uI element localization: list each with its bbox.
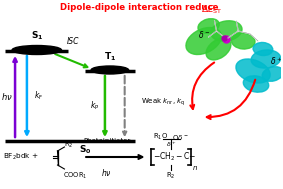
Text: $\delta^+$: $\delta^+$ bbox=[166, 141, 176, 149]
Ellipse shape bbox=[262, 67, 283, 81]
Ellipse shape bbox=[253, 43, 273, 56]
Ellipse shape bbox=[211, 21, 242, 41]
Text: $\delta^+$: $\delta^+$ bbox=[270, 55, 282, 67]
Text: COOR$_1$: COOR$_1$ bbox=[63, 171, 88, 181]
Ellipse shape bbox=[206, 38, 231, 60]
Text: $\mathbf{S_1}$: $\mathbf{S_1}$ bbox=[31, 29, 43, 42]
Text: $-$CH$_2-$C$-$: $-$CH$_2-$C$-$ bbox=[153, 151, 197, 163]
Text: R$_2$: R$_2$ bbox=[166, 171, 176, 181]
Text: $k_\mathsf{P}$: $k_\mathsf{P}$ bbox=[89, 100, 99, 112]
Ellipse shape bbox=[251, 50, 281, 68]
Text: $h\nu$: $h\nu$ bbox=[101, 167, 112, 178]
Text: $\mathbf{S_0}$: $\mathbf{S_0}$ bbox=[79, 143, 91, 156]
Text: BF$_2$bdk +: BF$_2$bdk + bbox=[3, 152, 39, 162]
Ellipse shape bbox=[243, 76, 269, 92]
Text: R$_1$O: R$_1$O bbox=[153, 132, 168, 142]
Ellipse shape bbox=[231, 33, 255, 49]
Text: Photoinitiator: Photoinitiator bbox=[83, 138, 130, 144]
Text: $h\nu$: $h\nu$ bbox=[1, 91, 13, 101]
Text: R$_2$: R$_2$ bbox=[65, 140, 74, 150]
Ellipse shape bbox=[12, 46, 61, 54]
Text: Weak $k_\mathsf{nr}$, $k_\mathsf{q}$: Weak $k_\mathsf{nr}$, $k_\mathsf{q}$ bbox=[142, 96, 186, 108]
Text: $\delta^-$: $\delta^-$ bbox=[198, 29, 211, 40]
Ellipse shape bbox=[186, 27, 221, 54]
Text: Dipole-dipole interaction reduce: Dipole-dipole interaction reduce bbox=[60, 3, 221, 12]
Text: $\mathbf{T_1}$: $\mathbf{T_1}$ bbox=[104, 50, 116, 63]
Text: $\Delta E_{\mathsf{ST}}$: $\Delta E_{\mathsf{ST}}$ bbox=[201, 3, 222, 15]
Text: $k_\mathsf{F}$: $k_\mathsf{F}$ bbox=[34, 90, 43, 102]
Ellipse shape bbox=[236, 59, 270, 83]
Text: $n$: $n$ bbox=[192, 164, 198, 172]
Text: ISC: ISC bbox=[67, 37, 80, 46]
Ellipse shape bbox=[198, 19, 219, 33]
Text: O$\delta^-$: O$\delta^-$ bbox=[172, 132, 189, 142]
Ellipse shape bbox=[91, 66, 128, 74]
